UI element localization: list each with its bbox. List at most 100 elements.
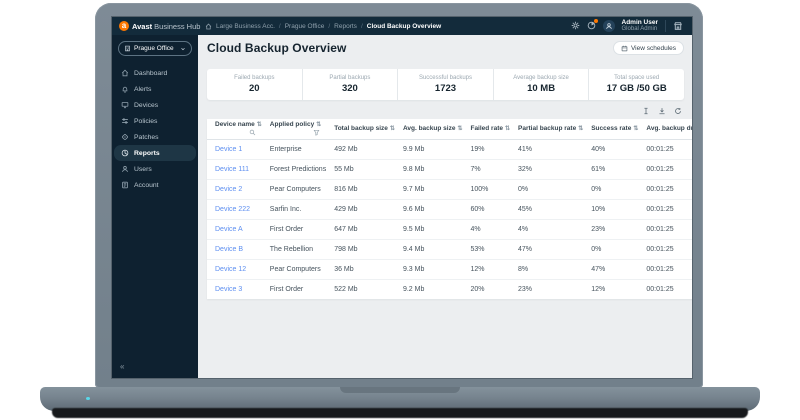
laptop-notch — [340, 387, 460, 393]
table-row[interactable]: Device 3 First Order 522 Mb 9.2 Mb 20% 23% 12%… — [207, 278, 692, 299]
sort-icon[interactable]: ⇅ — [389, 126, 395, 133]
table-cell: Pear Computers — [261, 258, 327, 279]
calendar-icon — [621, 45, 628, 52]
stat-label: Total space used — [614, 75, 660, 81]
column-header-failed-rate[interactable]: Failed rate ⇅ — [462, 119, 511, 140]
sidebar-item-users[interactable]: Users — [112, 161, 198, 177]
laptop-base — [40, 387, 760, 411]
stat-label: Partial backups — [329, 75, 371, 81]
notification-badge — [593, 19, 598, 24]
sidebar: Prague Office Dashboard Alerts Devices Poli… — [112, 35, 198, 378]
user-role: Global Admin — [621, 26, 658, 33]
table-cell: The Rebellion — [261, 238, 327, 259]
app-window: a Avast Business Hub Large Business Acc.… — [112, 17, 692, 378]
table-cell: 429 Mb — [326, 198, 395, 219]
table-row[interactable]: Device 111 Forest Predictions 55 Mb 9.8 Mb 7… — [207, 158, 692, 179]
table-cell: 100% — [462, 178, 511, 199]
sidebar-item-label: Users — [134, 165, 152, 173]
store-icon[interactable] — [673, 21, 683, 31]
building-icon — [124, 45, 131, 52]
column-header-total-backup-size[interactable]: Total backup size ⇅ — [326, 119, 395, 140]
table-cell: 32% — [510, 158, 584, 179]
table-cell: 522 Mb — [326, 278, 395, 299]
table-cell: 816 Mb — [326, 178, 395, 199]
device-link[interactable]: Device 111 — [215, 165, 249, 173]
column-header-applied-policy[interactable]: Applied policy ⇅ — [261, 119, 327, 140]
sort-icon[interactable]: ⇅ — [457, 126, 463, 133]
sort-icon[interactable]: ⇅ — [504, 126, 511, 133]
table-cell: 798 Mb — [326, 238, 395, 259]
table-cell: 00:01:25 — [638, 158, 692, 179]
view-schedules-button[interactable]: View schedules — [612, 41, 684, 55]
breadcrumb-item[interactable]: Cloud Backup Overview — [366, 22, 442, 30]
sidebar-item-account[interactable]: Account — [112, 177, 198, 193]
sidebar-item-patches[interactable]: Patches — [112, 129, 198, 145]
table-cell: 00:01:25 — [638, 198, 692, 219]
settings-gear-icon[interactable] — [571, 21, 580, 30]
table-cell: 9.2 Mb — [394, 278, 463, 299]
column-header-avg-backup-size[interactable]: Avg. backup size ⇅ — [394, 119, 463, 140]
device-link[interactable]: Device 12 — [215, 265, 247, 273]
table-row[interactable]: Device A First Order 647 Mb 9.5 Mb 4% 4% 23% 00… — [207, 218, 692, 239]
sidebar-item-label: Policies — [134, 117, 158, 125]
table-row[interactable]: Device 222 Sarfin Inc. 429 Mb 9.6 Mb 60% 45% 1… — [207, 198, 692, 219]
table-row[interactable]: Device 12 Pear Computers 36 Mb 9.3 Mb 12% 8% 4… — [207, 258, 692, 279]
table-cell: 61% — [583, 158, 639, 179]
breadcrumb-item[interactable]: Reports — [334, 22, 357, 30]
sort-icon[interactable]: ⇅ — [256, 122, 262, 129]
table-row[interactable]: Device 1 Enterprise 492 Mb 9.9 Mb 19% 41% 40% 0… — [207, 139, 692, 159]
refresh-icon[interactable] — [674, 107, 682, 115]
table-cell: 19% — [470, 145, 485, 153]
device-link[interactable]: Device 1 — [215, 145, 243, 153]
sidebar-item-dashboard[interactable]: Dashboard — [112, 65, 198, 81]
export-icon[interactable] — [658, 107, 666, 115]
sort-icon[interactable]: ⇅ — [633, 126, 639, 133]
column-header-avg-backup-duration[interactable]: Avg. backup duration⇅ — [638, 119, 692, 140]
sidebar-item-reports[interactable]: Reports — [114, 145, 196, 161]
notifications-icon[interactable] — [587, 19, 598, 30]
stat-value: 17 GB /50 GB — [606, 83, 667, 94]
site-selector[interactable]: Prague Office — [118, 41, 192, 56]
table-toolbar — [207, 105, 684, 116]
site-name: Prague Office — [134, 45, 174, 52]
table-cell: 12% — [462, 258, 511, 279]
table-row[interactable]: Device 2 Pear Computers 816 Mb 9.7 Mb 100% 0%… — [207, 178, 692, 199]
stat-label: Average backup size — [513, 75, 569, 81]
backup-table: Device name ⇅ Applied policy ⇅ Total backup … — [207, 119, 692, 299]
device-link[interactable]: Device B — [215, 245, 244, 253]
reports-icon — [121, 149, 129, 157]
table-cell: 492 Mb — [334, 145, 358, 153]
brand[interactable]: a Avast Business Hub — [112, 21, 205, 31]
avatar[interactable] — [602, 19, 615, 32]
sort-icon[interactable]: ⇅ — [316, 122, 322, 129]
columns-icon[interactable] — [642, 107, 650, 115]
device-link[interactable]: Device 3 — [215, 285, 243, 293]
filter-icon[interactable] — [313, 129, 320, 136]
breadcrumb-item[interactable]: Prague Office — [284, 22, 325, 30]
sidebar-item-label: Reports — [134, 149, 160, 157]
sidebar-item-devices[interactable]: Devices — [112, 97, 198, 113]
search-icon[interactable] — [249, 129, 256, 136]
breadcrumb-separator: / — [278, 22, 281, 30]
breadcrumb-item[interactable]: Large Business Acc. — [216, 22, 275, 30]
view-schedules-label: View schedules — [630, 44, 676, 52]
account-icon — [121, 181, 129, 189]
user-menu[interactable]: Admin User Global Admin — [622, 19, 658, 33]
sidebar-collapse-button[interactable]: « — [120, 362, 125, 371]
table-row[interactable]: Device B The Rebellion 798 Mb 9.4 Mb 53% 47% 0… — [207, 238, 692, 259]
brand-name: Avast — [132, 21, 153, 31]
breadcrumb-separator: / — [328, 22, 331, 30]
device-link[interactable]: Device 2 — [215, 185, 243, 193]
device-link[interactable]: Device A — [215, 225, 243, 233]
table-cell: 0% — [583, 178, 639, 199]
column-header-partial-backup-rate[interactable]: Partial backup rate ⇅ — [510, 119, 584, 140]
stat-value: 320 — [341, 83, 358, 94]
device-link[interactable]: Device 222 — [215, 205, 251, 213]
column-header-device-name[interactable]: Device name ⇅ — [207, 119, 262, 140]
sidebar-item-policies[interactable]: Policies — [112, 113, 198, 129]
device-name-cell: Device 12 — [207, 258, 262, 279]
column-header-success-rate[interactable]: Success rate ⇅ — [583, 119, 639, 140]
sidebar-item-alerts[interactable]: Alerts — [112, 81, 198, 97]
sort-icon[interactable]: ⇅ — [578, 126, 584, 133]
stat-average-backup-size: Average backup size 10 MB — [492, 69, 589, 100]
